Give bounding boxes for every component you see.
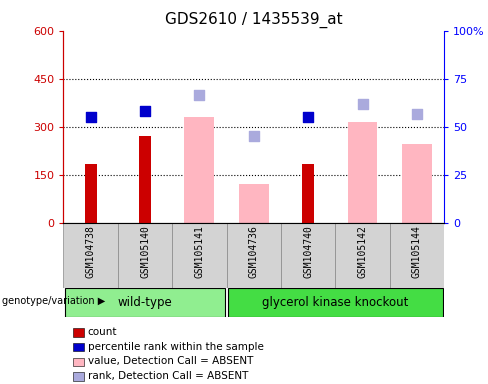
Text: GSM104740: GSM104740 (303, 225, 313, 278)
Bar (402, 144, 432, 223)
Bar (139, 136, 151, 223)
Bar (172, 223, 226, 288)
Text: value, Detection Call = ABSENT: value, Detection Call = ABSENT (88, 356, 253, 366)
Bar (335, 223, 390, 288)
Bar (302, 164, 314, 223)
Point (304, 114, 312, 120)
Text: GSM105140: GSM105140 (140, 225, 150, 278)
Text: GSM104736: GSM104736 (249, 225, 259, 278)
Text: GSM105144: GSM105144 (412, 225, 422, 278)
Point (196, 92, 203, 98)
Text: wild-type: wild-type (118, 296, 172, 309)
Bar (239, 184, 269, 223)
Title: GDS2610 / 1435539_at: GDS2610 / 1435539_at (165, 12, 343, 28)
Point (87, 114, 95, 120)
Point (413, 111, 421, 117)
Text: genotype/variation ▶: genotype/variation ▶ (2, 296, 106, 306)
Bar (84, 164, 97, 223)
Bar (118, 223, 172, 288)
Bar (228, 288, 443, 317)
Bar (226, 223, 281, 288)
Bar (390, 223, 444, 288)
Bar (184, 117, 214, 223)
Text: glycerol kinase knockout: glycerol kinase knockout (262, 296, 408, 309)
Text: GSM105142: GSM105142 (358, 225, 367, 278)
Bar (64, 288, 225, 317)
Bar (347, 122, 378, 223)
Text: rank, Detection Call = ABSENT: rank, Detection Call = ABSENT (88, 371, 248, 381)
Text: count: count (88, 327, 117, 337)
Bar (63, 223, 118, 288)
Point (359, 101, 366, 108)
Text: percentile rank within the sample: percentile rank within the sample (88, 342, 264, 352)
Point (141, 108, 149, 114)
Point (250, 133, 258, 139)
Text: GSM105141: GSM105141 (194, 225, 204, 278)
Text: GSM104738: GSM104738 (85, 225, 96, 278)
Bar (281, 223, 335, 288)
